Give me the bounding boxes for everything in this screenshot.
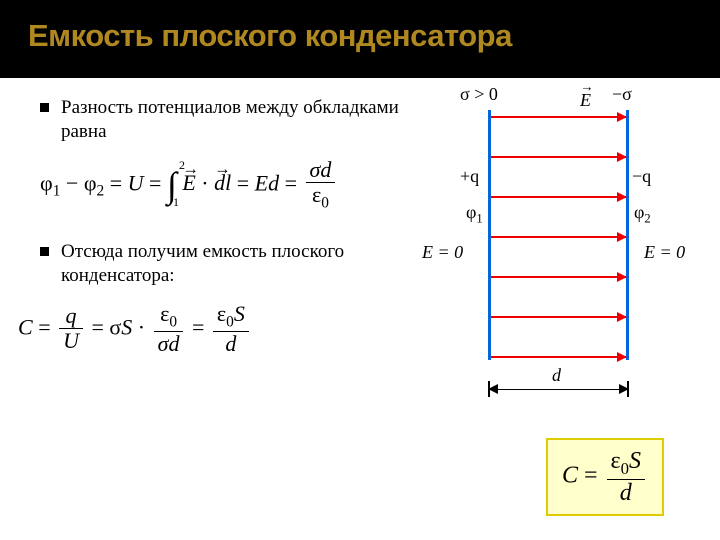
- formula-potential-diff: φ1 − φ2 = U = 2∫1 E · dl = Ed = σdε0: [40, 158, 420, 213]
- left-plate: [488, 110, 491, 360]
- dim-arrow-right: [619, 384, 629, 394]
- field-arrow: [491, 356, 626, 358]
- dim-line: [488, 389, 629, 391]
- content-area: Разность потенциалов между обкладками ра…: [0, 78, 720, 418]
- field-arrow: [491, 236, 626, 238]
- label-sigma-pos: σ > 0: [460, 84, 498, 105]
- bullet-marker: [40, 103, 49, 112]
- formula-capacitance: C = qU = σS · ε0σd = ε0Sd: [18, 302, 420, 357]
- field-arrow: [491, 276, 626, 278]
- field-arrow: [491, 196, 626, 198]
- label-E-vector: E: [580, 90, 591, 111]
- label-phi1: φ1: [466, 202, 483, 227]
- result-formula-box: C = ε0Sd: [546, 438, 664, 516]
- right-column: σ > 0 −σ E +q −q φ1 φ2 E = 0 E = 0 d: [430, 96, 700, 418]
- label-plus-q: +q: [460, 166, 479, 187]
- title-bar: Емкость плоского конденсатора: [0, 0, 720, 78]
- field-arrow: [491, 316, 626, 318]
- bullet-1-text: Разность потенциалов между обкладками ра…: [61, 96, 420, 144]
- bullet-marker: [40, 247, 49, 256]
- label-E0-right: E = 0: [644, 242, 685, 263]
- bullet-2-text: Отсюда получим емкость плоского конденса…: [61, 240, 420, 288]
- bullet-2: Отсюда получим емкость плоского конденса…: [40, 240, 420, 288]
- left-column: Разность потенциалов между обкладками ра…: [40, 96, 420, 418]
- bullet-1: Разность потенциалов между обкладками ра…: [40, 96, 420, 144]
- label-phi2: φ2: [634, 202, 651, 227]
- field-arrow: [491, 116, 626, 118]
- label-E0-left: E = 0: [422, 242, 463, 263]
- slide-title: Емкость плоского конденсатора: [28, 18, 692, 54]
- capacitor-diagram: σ > 0 −σ E +q −q φ1 φ2 E = 0 E = 0 d: [430, 88, 690, 418]
- label-minus-q: −q: [632, 166, 651, 187]
- label-sigma-neg: −σ: [612, 84, 632, 105]
- field-arrow: [491, 156, 626, 158]
- label-d: d: [552, 365, 561, 386]
